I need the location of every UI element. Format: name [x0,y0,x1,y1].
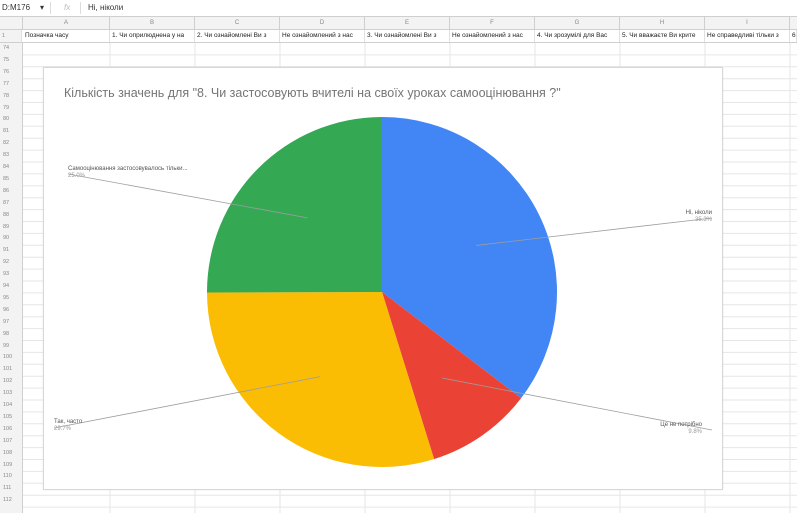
chevron-down-icon[interactable]: ▾ [40,3,45,12]
formula-bar: D:M176 ▾ fx Ні, ніколи [0,0,797,17]
table-cell[interactable]: Позначка часу [23,30,110,42]
slice-label-green: Самооцінювання застосовувалось тільки...… [68,166,188,180]
row-number[interactable]: 1 [0,30,22,42]
pie-chart[interactable]: Кількість значень для "8. Чи застосовуют… [43,67,723,490]
row-number[interactable]: 108 [3,449,13,456]
table-cell[interactable]: Не ознайомлений з нас [450,30,535,42]
leader-line [53,376,320,429]
pie-slice [382,292,522,460]
column-header[interactable]: C [195,17,280,29]
name-box[interactable]: D:M176 [2,3,31,12]
row-number[interactable]: 78 [3,92,10,99]
slice-label-red: Це не потрібно 9.8% [660,422,702,436]
slice-label-pct: 9.8% [688,429,702,435]
row-number[interactable]: 103 [3,390,13,397]
row-number[interactable]: 87 [3,199,10,206]
row-number[interactable]: 85 [3,175,10,182]
pie-slice [207,117,382,293]
row-number[interactable]: 107 [3,437,13,444]
slice-label-text: Так, часто [54,419,83,425]
row-number[interactable]: 86 [3,187,10,194]
pie-svg [53,117,713,467]
row-number[interactable]: 104 [3,402,13,408]
row-number[interactable]: 100 [3,354,13,361]
table-cell[interactable]: 4. Чи зрозумілі для Вас [535,30,620,42]
row-number[interactable]: 111 [3,485,12,492]
table-cell[interactable]: 5. Чи вважаєте Ви крите [620,30,705,42]
row-number[interactable]: 102 [3,378,13,385]
row-number[interactable]: 101 [3,366,13,373]
row-number[interactable]: 109 [3,461,13,468]
table-cell[interactable]: 2. Чи ознайомлені Ви з [195,30,280,42]
row-number[interactable]: 77 [3,80,10,87]
slice-label-text: Самооцінювання застосовувалось тільки... [68,166,188,172]
leader-line [476,217,713,246]
column-header[interactable]: F [450,17,535,29]
column-header[interactable]: E [365,17,450,29]
row-number[interactable]: 93 [3,271,10,278]
row-number[interactable]: 96 [3,306,10,313]
table-cell[interactable]: 1. Чи оприлюднена у на [110,30,195,42]
row-number[interactable]: 92 [3,259,10,266]
row-numbers: 74 75 76 77 78 79 80 81 82 83 84 85 86 87 88 89 90 91 92 93… [0,43,23,513]
row-number[interactable]: 90 [3,235,10,242]
slice-label-text: Ні, ніколи [685,210,712,216]
row-number[interactable]: 99 [3,342,10,349]
slice-label-text: Це не потрібно [660,422,702,428]
slice-label-pct: 25.0% [68,173,86,179]
row-number[interactable]: 112 [3,497,12,504]
row-number[interactable]: 110 [3,473,12,480]
slice-label-yellow: Так, часто 29.7% [54,419,82,433]
row-number[interactable]: 75 [3,56,10,63]
row-number[interactable]: 82 [3,140,10,147]
column-header[interactable]: I [705,17,790,29]
row-number[interactable]: 88 [3,211,10,218]
row-number[interactable]: 80 [3,116,10,123]
row-number[interactable]: 91 [3,247,10,254]
table-cell[interactable]: Не справедливі тільки з [705,30,790,42]
row-number[interactable]: 94 [3,283,10,289]
row-number[interactable]: 83 [3,152,10,159]
pie-slice [382,117,557,399]
slice-label-pct: 29.7% [54,426,72,432]
leader-line [67,173,308,219]
column-header[interactable]: H [620,17,705,29]
column-header[interactable]: A [23,17,110,29]
column-header[interactable]: D [280,17,365,29]
corner-cell[interactable] [0,17,23,29]
slice-label-pct: 35.3% [694,217,712,223]
leader-line [442,377,713,431]
table-cell[interactable]: 6. Ч [790,30,797,42]
row-number[interactable]: 97 [3,318,10,325]
chart-title: Кількість значень для "8. Чи застосовуют… [64,86,561,100]
row-number[interactable]: 74 [3,45,10,51]
row-number[interactable]: 105 [3,413,13,420]
column-headers: A B C D E F G H I [0,17,797,30]
formula-input[interactable]: Ні, ніколи [88,3,124,12]
column-header[interactable]: G [535,17,620,29]
header-row: 1 Позначка часу 1. Чи оприлюднена у на 2… [0,30,797,43]
fx-icon: fx [64,3,71,12]
row-number[interactable]: 81 [3,128,10,135]
row-number[interactable]: 95 [3,294,10,301]
row-number[interactable]: 106 [3,425,13,432]
row-number[interactable]: 98 [3,330,10,337]
row-number[interactable]: 79 [3,104,10,111]
pie-slice [207,292,435,467]
row-number[interactable]: 89 [3,223,10,230]
row-number[interactable]: 76 [3,68,10,75]
table-cell[interactable]: 3. Чи ознайомлені Ви з [365,30,450,42]
table-cell[interactable]: Не ознайомлений з нас [280,30,365,42]
column-header[interactable]: B [110,17,195,29]
slice-label-blue: Ні, ніколи 35.3% [686,210,712,224]
row-number[interactable]: 84 [3,164,10,170]
